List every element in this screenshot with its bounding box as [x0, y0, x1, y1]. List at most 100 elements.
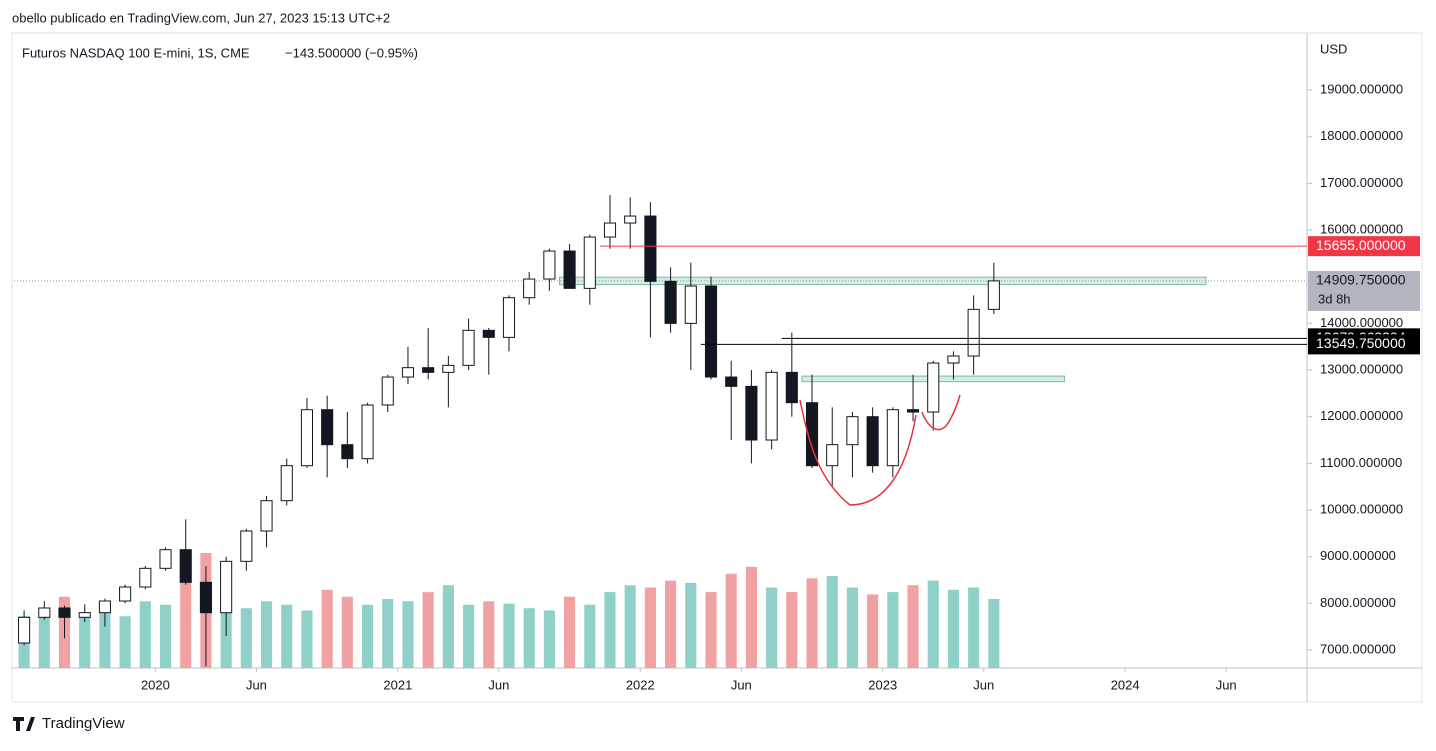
candle-body — [886, 409, 899, 467]
volume-bar — [887, 592, 899, 668]
volume-bar — [301, 610, 313, 668]
y-tick-label: 7000.000000 — [1320, 641, 1396, 656]
volume-bar — [341, 596, 353, 668]
y-tick-label: 10000.000000 — [1320, 501, 1403, 516]
price-label: 13549.750000 — [1316, 335, 1406, 351]
candle-body — [704, 285, 718, 378]
candle-body — [58, 607, 71, 618]
candle-body — [906, 409, 920, 413]
volume-bar — [99, 608, 111, 668]
legend-change: −143.500000 (−0.95%) — [285, 45, 418, 60]
y-tick-label: 8000.000000 — [1320, 595, 1396, 610]
candle-body — [179, 549, 192, 583]
candle-body — [38, 607, 51, 618]
volume-bar — [644, 587, 656, 668]
candle-body — [401, 367, 415, 378]
volume-bar — [240, 608, 252, 668]
credit: obello publicado en TradingView.com, Jun… — [12, 10, 390, 25]
volume-bar — [361, 604, 374, 668]
footer-brand: TradingView — [42, 715, 125, 732]
handle-drawing — [921, 394, 961, 431]
volume-bar — [907, 585, 919, 668]
candle-body — [442, 364, 455, 373]
volume-bar — [442, 585, 454, 668]
volume-bar — [705, 592, 717, 668]
volume-bar — [382, 599, 394, 668]
x-tick-label: 2023 — [868, 677, 897, 692]
volume-bar — [867, 594, 879, 668]
candle-body — [745, 385, 758, 441]
plot — [14, 195, 1307, 668]
candle-body — [927, 362, 940, 413]
candle-body — [240, 530, 253, 562]
x-tick-label: Jun — [488, 677, 509, 692]
candle-body — [280, 465, 293, 502]
candle-body — [644, 215, 657, 282]
price-label-bg — [1308, 334, 1420, 355]
volume-bar — [604, 592, 616, 668]
candle-body — [502, 297, 516, 338]
volume-bar — [260, 601, 273, 668]
candle-body — [321, 409, 334, 446]
candle-body — [684, 285, 697, 324]
volume-bar — [503, 603, 515, 668]
candle-body — [260, 500, 273, 532]
candle-body — [523, 278, 536, 299]
candle-body — [785, 371, 798, 404]
candle-body — [482, 329, 495, 338]
candle-body — [664, 280, 677, 324]
y-tick-label: 18000.000000 — [1320, 128, 1403, 143]
volume-bar — [119, 616, 131, 668]
volume-bar — [927, 580, 939, 668]
candle-body — [139, 567, 152, 588]
candle-body — [826, 444, 839, 467]
candle-body — [98, 600, 111, 614]
volume-bar — [725, 573, 737, 668]
volume-bar — [745, 566, 757, 668]
volume-bar — [321, 589, 333, 668]
x-tick-label: 2024 — [1111, 677, 1140, 692]
volume-bar — [564, 596, 576, 668]
volume-bar — [584, 604, 596, 668]
candle-body — [381, 376, 394, 406]
x-tick-label: 2022 — [626, 677, 655, 692]
candle-body — [603, 222, 617, 238]
volume-bar — [180, 581, 192, 668]
x-tick-label: 2021 — [383, 677, 412, 692]
volume-bar — [846, 587, 858, 668]
y-tick-label: 13000.000000 — [1320, 361, 1403, 376]
candle-body — [18, 616, 31, 644]
volume-bar — [988, 599, 1000, 668]
candle-body — [624, 215, 637, 224]
volume-bar — [38, 610, 50, 668]
volume-bar — [826, 576, 838, 668]
candle-body — [967, 308, 980, 357]
candle-body — [765, 371, 778, 441]
volume-bar — [786, 592, 798, 668]
candle-body — [805, 402, 819, 467]
volume-bar — [685, 582, 697, 668]
volume-bar — [665, 580, 677, 668]
candle-body — [159, 549, 172, 569]
y-tick-label: 12000.000000 — [1320, 408, 1403, 423]
candle-body — [341, 444, 354, 460]
price-label: 15655.000000 — [1316, 237, 1406, 253]
y-tick-label: 19000.000000 — [1320, 81, 1403, 96]
price-label-bg — [1308, 270, 1420, 291]
volume-bar — [483, 601, 495, 668]
volume-bar — [523, 608, 535, 668]
x-tick-label: Jun — [1216, 677, 1237, 692]
volume-bar — [281, 604, 293, 668]
volume-bar — [543, 610, 555, 668]
y-tick-label: 14000.000000 — [1320, 315, 1403, 330]
volume-bar — [402, 601, 414, 668]
x-tick-label: Jun — [973, 677, 994, 692]
volume-bar — [624, 585, 636, 668]
candle-body — [199, 581, 212, 614]
volume-bar — [463, 604, 475, 668]
candle-body — [119, 586, 132, 602]
candle-body — [563, 250, 576, 289]
volume-bar — [159, 604, 172, 668]
candle-body — [866, 416, 879, 467]
